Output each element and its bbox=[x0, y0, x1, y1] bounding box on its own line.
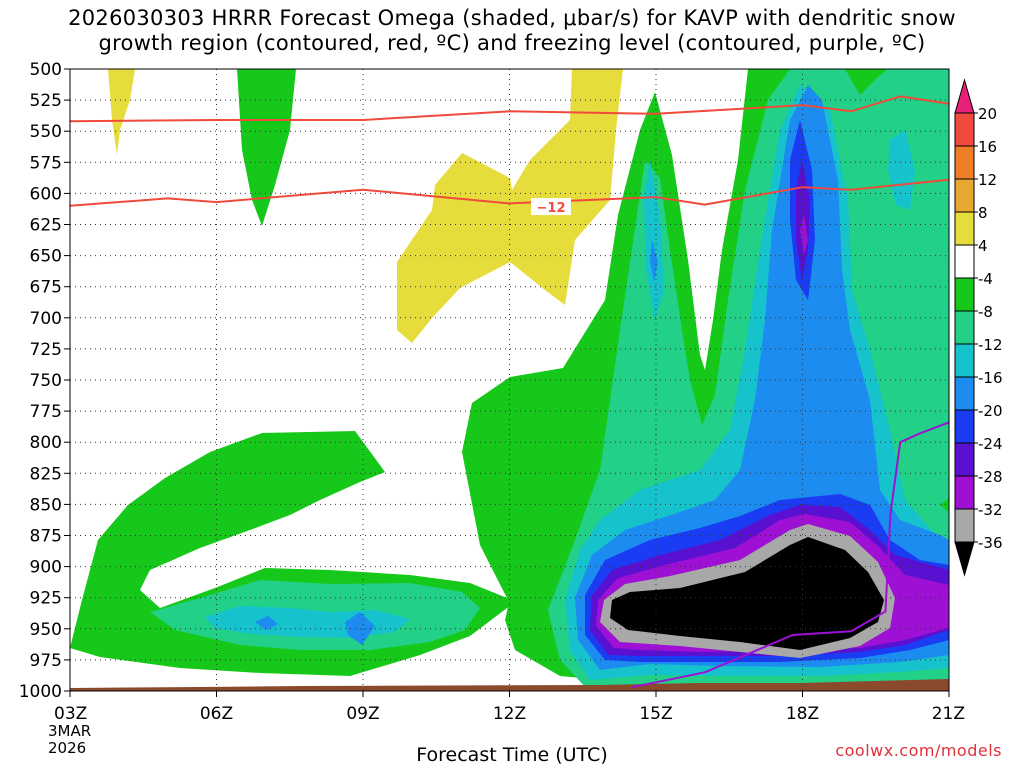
y-tick-label-900: 900 bbox=[30, 558, 62, 578]
y-tick-label-525: 525 bbox=[30, 91, 62, 111]
colorbar-bin-top-arrow bbox=[954, 78, 975, 114]
colorbar-label-4: 4 bbox=[978, 237, 988, 255]
colorbar-bin-4 bbox=[954, 211, 975, 246]
colorbar-bin-2 bbox=[954, 145, 975, 180]
chart-title: 2026030303 HRRR Forecast Omega (shaded, … bbox=[0, 6, 1024, 56]
colorbar-label-10: -24 bbox=[978, 435, 1003, 453]
dgz-contours: −12 bbox=[69, 95, 950, 216]
colorbar-label-13: -36 bbox=[978, 534, 1003, 552]
omega-region-cyan-upper-15z bbox=[644, 160, 664, 320]
y-tick-label-600: 600 bbox=[30, 184, 62, 204]
omega-region-white-notch bbox=[845, 69, 888, 95]
y-tick-label-650: 650 bbox=[30, 247, 62, 267]
y-tick-label-950: 950 bbox=[30, 620, 62, 640]
x-tick-label-09Z: 09Z bbox=[346, 704, 379, 724]
freezing-level-line bbox=[631, 421, 950, 689]
omega-region-blue-upper-15z bbox=[650, 240, 658, 282]
chart-title-line-2: growth region (contoured, red, ºC) and f… bbox=[98, 31, 926, 55]
x-tick-label-06Z: 06Z bbox=[200, 704, 233, 724]
colorbar-label-9: -20 bbox=[978, 402, 1003, 420]
colorbar-bin-5 bbox=[954, 244, 975, 279]
colorbar-bin-12 bbox=[954, 475, 975, 510]
dgz-contour-0 bbox=[69, 95, 950, 123]
y-tick-label-500: 500 bbox=[30, 60, 62, 80]
y-tick-label-675: 675 bbox=[30, 278, 62, 298]
y-tick-label-975: 975 bbox=[30, 651, 62, 671]
colorbar-label-12: -32 bbox=[978, 501, 1003, 519]
omega-region-yellow-mid bbox=[397, 69, 623, 343]
omega-region-green-edge bbox=[940, 498, 949, 512]
x-tick-label-21Z: 21Z bbox=[932, 704, 965, 724]
y-tick-label-1000: 1000 bbox=[19, 682, 62, 702]
colorbar-bin-9 bbox=[954, 376, 975, 411]
y-tick-label-775: 775 bbox=[30, 402, 62, 422]
y-tick-label-850: 850 bbox=[30, 495, 62, 515]
omega-region-yellow-top-left bbox=[108, 69, 135, 155]
colorbar-bin-6 bbox=[954, 277, 975, 312]
y-tick-label-800: 800 bbox=[30, 433, 62, 453]
omega-region-green-left-top bbox=[237, 69, 296, 226]
y-tick-label-925: 925 bbox=[30, 589, 62, 609]
colorbar-label-3: 8 bbox=[978, 204, 988, 222]
y-tick-label-625: 625 bbox=[30, 216, 62, 236]
dgz-contour-1 bbox=[69, 178, 950, 207]
colorbar-label-1: 16 bbox=[978, 138, 997, 156]
x-tick-label-15Z: 15Z bbox=[639, 704, 672, 724]
x-date-label-0: 3MAR bbox=[48, 722, 91, 740]
credit-text: coolwx.com/models bbox=[835, 741, 1002, 760]
y-tick-label-575: 575 bbox=[30, 153, 62, 173]
colorbar-label-2: 12 bbox=[978, 171, 997, 189]
x-tick-label-18Z: 18Z bbox=[786, 704, 819, 724]
omega-region-black-core bbox=[610, 537, 884, 650]
colorbar-bin-10 bbox=[954, 409, 975, 444]
colorbar-bin-13 bbox=[954, 508, 975, 543]
colorbar-label-5: -4 bbox=[978, 270, 993, 288]
dgz-label-bg bbox=[531, 198, 572, 216]
colorbar-label-0: 20 bbox=[978, 105, 997, 123]
dgz-contour-label: −12 bbox=[537, 201, 566, 216]
colorbar: 20 16 12 8 4 -4 -8 -12 -16 -20 -24 -28 -32 -36 bbox=[954, 78, 1003, 577]
y-tick-label-700: 700 bbox=[30, 309, 62, 329]
colorbar-bin-8 bbox=[954, 343, 975, 378]
omega-region-cyan-top-right bbox=[888, 130, 915, 210]
x-date-label-1: 2026 bbox=[48, 739, 86, 757]
x-axis-title: Forecast Time (UTC) bbox=[416, 744, 608, 766]
colorbar-bin-3 bbox=[954, 178, 975, 213]
x-tick-label-12Z: 12Z bbox=[493, 704, 526, 724]
y-tick-label-750: 750 bbox=[30, 371, 62, 391]
colorbar-bin-11 bbox=[954, 442, 975, 477]
colorbar-bin-7 bbox=[954, 310, 975, 345]
x-tick-label-03Z: 03Z bbox=[54, 704, 87, 724]
y-tick-label-875: 875 bbox=[30, 527, 62, 547]
colorbar-bin-bottom-arrow bbox=[954, 541, 975, 577]
freezing-level-contour bbox=[631, 421, 950, 689]
colorbar-label-8: -16 bbox=[978, 369, 1003, 387]
omega-region-blue-left-a bbox=[255, 616, 278, 630]
chart-title-line-1: 2026030303 HRRR Forecast Omega (shaded, … bbox=[68, 6, 956, 30]
surface-terrain bbox=[70, 679, 949, 691]
y-axis: 500 525 550 575 600 625 650 675 700 725 750 775 800 8… bbox=[19, 60, 70, 702]
y-tick-label-550: 550 bbox=[30, 122, 62, 142]
grid-lines bbox=[70, 69, 949, 691]
colorbar-label-11: -28 bbox=[978, 468, 1003, 486]
y-tick-label-725: 725 bbox=[30, 340, 62, 360]
colorbar-label-6: -8 bbox=[978, 303, 993, 321]
colorbar-label-7: -12 bbox=[978, 336, 1003, 354]
y-tick-label-825: 825 bbox=[30, 464, 62, 484]
colorbar-bin-1 bbox=[954, 112, 975, 147]
